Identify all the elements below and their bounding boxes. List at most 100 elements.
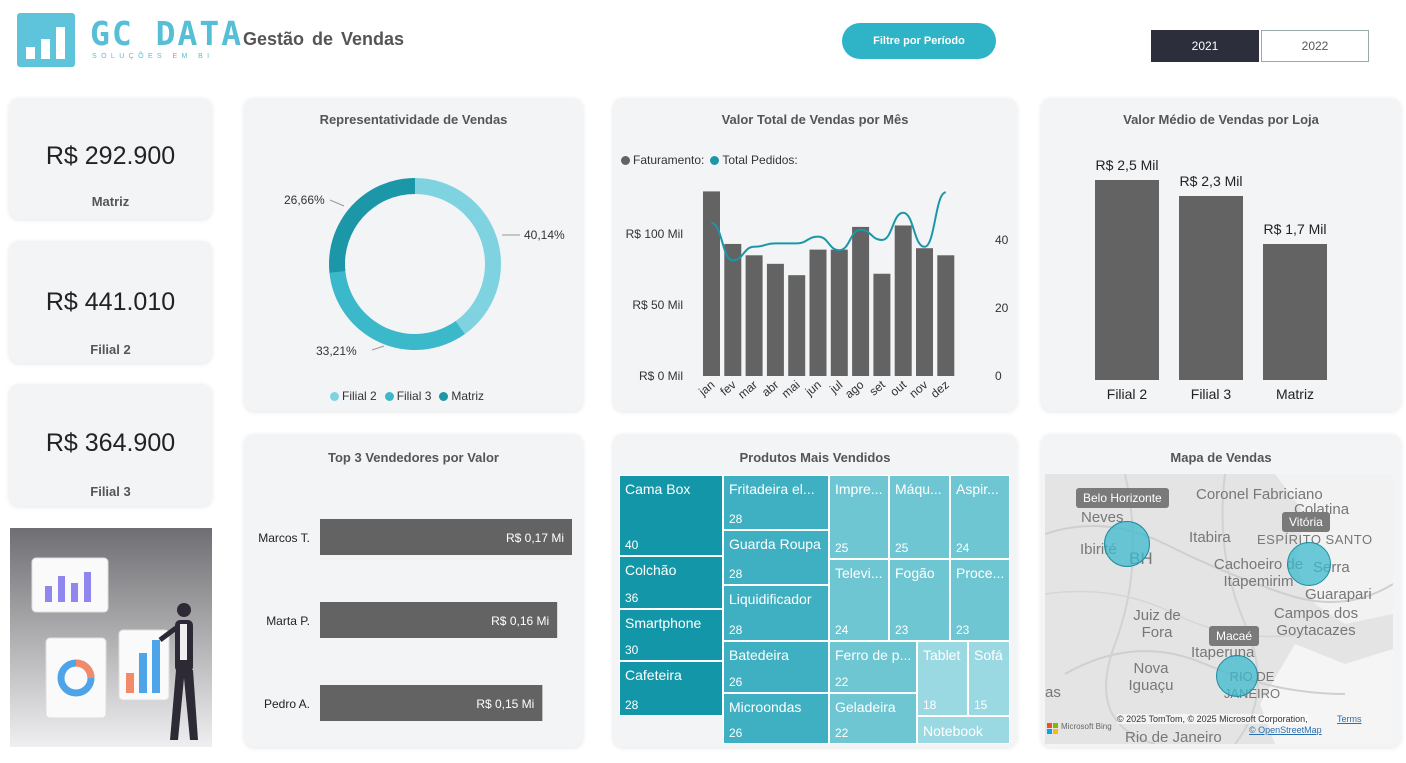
sales-map[interactable]: Coronel Fabriciano Colatina Ribeirão das…: [1045, 474, 1393, 744]
legend-item-matriz[interactable]: Matriz: [439, 389, 484, 403]
donut-label-filial-2: 40,14%: [524, 228, 565, 242]
bar-dez[interactable]: [937, 255, 955, 376]
map-bubble-macae[interactable]: [1216, 655, 1258, 697]
seller-name-label: Pedro A.: [264, 697, 310, 711]
seller-value-label: R$ 0,17 Mi: [506, 531, 564, 545]
x-tick-label: nov: [907, 378, 931, 401]
kpi-label: Filial 2: [90, 342, 131, 357]
map-bubble-vitoria[interactable]: [1287, 542, 1331, 586]
year-2021-button[interactable]: 2021: [1151, 30, 1259, 62]
treemap-tile-label: Fogão: [895, 565, 935, 581]
avg-bar-filial-3[interactable]: [1179, 196, 1243, 380]
map-terms-link[interactable]: Terms: [1337, 714, 1362, 724]
treemap-tile[interactable]: Impre... 25: [829, 475, 889, 559]
x-tick-label: jul: [826, 378, 845, 397]
treemap-tile-label: Máqu...: [895, 481, 942, 497]
bar-mai[interactable]: [788, 275, 806, 376]
top-sellers-chart: Marcos T. R$ 0,17 Mi Marta P. R$ 0,16 Mi Ped…: [258, 519, 572, 721]
bar-jul[interactable]: [830, 249, 848, 376]
treemap-tile[interactable]: Máqu... 25: [889, 475, 950, 559]
donut-label-filial-3: 33,21%: [316, 344, 357, 358]
period-filter-button[interactable]: Filtre por Período: [842, 23, 996, 59]
bar-nov[interactable]: [916, 248, 933, 376]
donut-slice-filial-3[interactable]: [329, 271, 465, 350]
bar-jun[interactable]: [809, 249, 827, 376]
bar-ago[interactable]: [852, 226, 870, 376]
legend-dot-icon: [621, 155, 630, 165]
map-place-label: Campos dos Goytacazes: [1273, 605, 1359, 639]
bar-mar[interactable]: [745, 255, 763, 376]
legend-item-faturamento[interactable]: Faturamento:: [621, 153, 704, 167]
avg-bar-filial-2[interactable]: [1095, 180, 1159, 380]
x-tick-label: set: [867, 377, 889, 398]
avg-bar-matriz[interactable]: [1263, 244, 1327, 380]
treemap-tile-value: 26: [729, 726, 743, 740]
legend-label: Faturamento:: [633, 153, 705, 167]
bar-jan[interactable]: [703, 191, 720, 376]
map-bubble-belo-horizonte[interactable]: [1104, 521, 1150, 567]
map-place-label: Nova Iguaçu: [1128, 660, 1174, 694]
seller-bar[interactable]: [320, 519, 572, 555]
legend-label: Total Pedidos:: [722, 153, 798, 167]
seller-bar[interactable]: [320, 602, 558, 638]
seller-bar[interactable]: [320, 685, 543, 721]
map-tag-macae[interactable]: Macaé: [1209, 626, 1260, 646]
year-2022-button[interactable]: 2022: [1261, 30, 1369, 62]
treemap-tile[interactable]: Batedeira 26: [723, 641, 829, 693]
treemap-tile[interactable]: Cafeteira 28: [619, 661, 723, 716]
kpi-card-filial-2: R$ 441.010 Filial 2: [9, 241, 212, 363]
treemap-tile-label: Liquidificador: [729, 591, 812, 607]
donut-label-matriz: 26,66%: [284, 193, 325, 207]
legend-dot-icon: [439, 391, 449, 401]
map-tag-vitoria[interactable]: Vitória: [1282, 512, 1330, 532]
treemap-tile[interactable]: Fritadeira el... 28: [723, 475, 829, 530]
bar-fev[interactable]: [724, 243, 742, 376]
donut-slice-matriz[interactable]: [329, 178, 415, 273]
dashboard-illustration: [10, 528, 212, 747]
bar-out[interactable]: [894, 225, 912, 376]
bar-set[interactable]: [873, 273, 891, 376]
treemap-tile[interactable]: Fogão 23: [889, 559, 950, 641]
treemap-tile[interactable]: Notebook: [917, 716, 1010, 744]
treemap-tile[interactable]: Aspir... 24: [950, 475, 1010, 559]
legend-item-filial-3[interactable]: Filial 3: [384, 389, 431, 403]
treemap-tile-value: 28: [729, 512, 743, 526]
bar-abr[interactable]: [766, 263, 784, 376]
treemap-tile-value: 18: [923, 698, 937, 712]
x-tick-label: jan: [695, 378, 717, 400]
sales-share-title: Representatividade de Vendas: [319, 112, 508, 127]
treemap-tile[interactable]: Colchão 36: [619, 556, 723, 609]
map-place-label: Coronel Fabriciano: [1196, 486, 1323, 503]
x-tick-label: abr: [759, 378, 781, 400]
kpi-card-filial-3: R$ 364.900 Filial 3: [9, 384, 212, 506]
kpi-label: Filial 3: [90, 484, 131, 499]
treemap-tile-value: 30: [625, 643, 639, 657]
treemap-tile[interactable]: Microondas 26: [723, 693, 829, 744]
treemap-tile[interactable]: Liquidificador 28: [723, 585, 829, 641]
treemap-tile[interactable]: Ferro de p... 22: [829, 641, 917, 693]
treemap-tile[interactable]: Smartphone 30: [619, 609, 723, 661]
map-place-label: ESPÍRITO SANTO: [1257, 532, 1373, 547]
x-tick-label: Filial 3: [1191, 386, 1232, 402]
legend-item-filial-2[interactable]: Filial 2: [330, 389, 377, 403]
map-tag-belo-horizonte[interactable]: Belo Horizonte: [1076, 488, 1169, 508]
treemap-tile[interactable]: Sofá 15: [968, 641, 1010, 716]
treemap-tile[interactable]: Televi... 24: [829, 559, 889, 641]
total-pedidos-line: [711, 191, 947, 262]
donut-leader-line: [371, 345, 385, 351]
donut-chart: 40,14% 33,21% 26,66%: [284, 178, 565, 358]
openstreetmap-link[interactable]: © OpenStreetMap: [1249, 725, 1322, 735]
legend-label: Matriz: [451, 389, 485, 403]
legend-dot-icon: [710, 155, 720, 165]
treemap-tile-label: Guarda Roupa: [729, 536, 821, 552]
legend-item-total-pedidos[interactable]: Total Pedidos:: [710, 153, 798, 167]
donut-slice-filial-2[interactable]: [415, 178, 501, 335]
treemap-tile[interactable]: Tablet 18: [917, 641, 968, 716]
treemap-tile[interactable]: Guarda Roupa 28: [723, 530, 829, 585]
seller-value-label: R$ 0,15 Mi: [476, 697, 534, 711]
treemap-tile[interactable]: Proce... 23: [950, 559, 1010, 641]
treemap-tile[interactable]: Geladeira 22: [829, 693, 917, 744]
treemap-tile[interactable]: Cama Box 40: [619, 475, 723, 556]
monthly-sales-title: Valor Total de Vendas por Mês: [721, 112, 909, 127]
treemap-tile-label: Microondas: [729, 699, 802, 715]
